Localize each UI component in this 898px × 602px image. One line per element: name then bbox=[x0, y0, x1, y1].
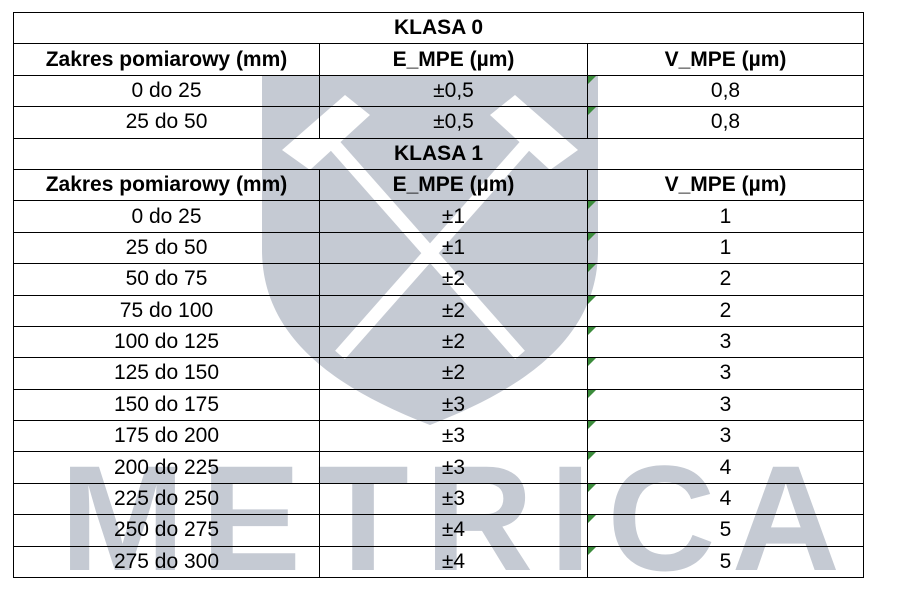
table-row: 0 do 25 ±0,5 0,8 bbox=[13, 74, 865, 108]
v-mpe-cell: 0,8 bbox=[586, 74, 865, 108]
e-mpe-cell: ±4 bbox=[319, 514, 588, 547]
cell-comment-marker-icon bbox=[588, 201, 596, 210]
table-row: 25 do 50 ±1 1 bbox=[13, 231, 865, 265]
v-mpe-value: 3 bbox=[719, 392, 732, 416]
v-mpe-cell: 2 bbox=[586, 294, 865, 327]
range-cell: 0 do 25 bbox=[13, 74, 320, 108]
section-title: KLASA 1 bbox=[12, 137, 865, 170]
range-cell: 25 do 50 bbox=[13, 106, 320, 139]
column-header-row: Zakres pomiarowy (mm) E_MPE (µm) V_MPE (µm… bbox=[13, 168, 865, 202]
v-mpe-cell: 3 bbox=[586, 357, 865, 390]
v-mpe-cell: 1 bbox=[586, 231, 865, 265]
v-mpe-cell: 5 bbox=[586, 514, 865, 547]
cell-comment-marker-icon bbox=[588, 421, 596, 430]
range-cell: 150 do 175 bbox=[13, 388, 320, 422]
spec-table-body: KLASA 0 Zakres pomiarowy (mm) E_MPE (µm) V_… bbox=[12, 11, 865, 579]
e-mpe-cell: ±3 bbox=[319, 388, 588, 422]
table-row: 200 do 225 ±3 4 bbox=[13, 451, 865, 484]
range-cell: 50 do 75 bbox=[13, 263, 320, 296]
v-mpe-value: 0,8 bbox=[710, 110, 741, 134]
range-cell: 100 do 125 bbox=[13, 325, 320, 359]
cell-comment-marker-icon bbox=[588, 76, 596, 84]
e-mpe-cell: ±2 bbox=[319, 357, 588, 390]
cell-comment-marker-icon bbox=[588, 390, 596, 398]
v-mpe-cell: 3 bbox=[586, 388, 865, 422]
range-cell: 225 do 250 bbox=[13, 482, 320, 516]
v-mpe-value: 0,8 bbox=[710, 78, 741, 102]
table-row: 0 do 25 ±1 1 bbox=[13, 200, 865, 233]
table-row: 25 do 50 ±0,5 0,8 bbox=[13, 106, 865, 139]
table-row: 275 do 300 ±4 5 bbox=[13, 545, 865, 579]
range-cell: 75 do 100 bbox=[13, 294, 320, 327]
v-mpe-cell: 5 bbox=[586, 545, 865, 579]
e-mpe-cell: ±3 bbox=[319, 420, 588, 453]
v-mpe-cell: 2 bbox=[586, 263, 865, 296]
v-mpe-value: 1 bbox=[719, 204, 732, 228]
header-range: Zakres pomiarowy (mm) bbox=[13, 43, 320, 76]
v-mpe-cell: 0,8 bbox=[586, 106, 865, 139]
v-mpe-value: 1 bbox=[719, 235, 732, 259]
table-row: 250 do 275 ±4 5 bbox=[13, 514, 865, 547]
section-title-row: KLASA 1 bbox=[12, 137, 865, 170]
range-cell: 275 do 300 bbox=[13, 545, 320, 579]
cell-comment-marker-icon bbox=[588, 452, 596, 461]
v-mpe-value: 2 bbox=[719, 298, 732, 322]
cell-comment-marker-icon bbox=[588, 296, 596, 304]
table-row: 100 do 125 ±2 3 bbox=[13, 325, 865, 359]
v-mpe-cell: 3 bbox=[586, 420, 865, 453]
cell-comment-marker-icon bbox=[588, 547, 596, 555]
e-mpe-cell: ±2 bbox=[319, 263, 588, 296]
table-row: 225 do 250 ±3 4 bbox=[13, 482, 865, 516]
e-mpe-cell: ±0,5 bbox=[319, 74, 588, 108]
e-mpe-cell: ±3 bbox=[319, 451, 588, 484]
section-title-row: KLASA 0 bbox=[12, 11, 865, 45]
range-cell: 200 do 225 bbox=[13, 451, 320, 484]
table-row: 125 do 150 ±2 3 bbox=[13, 357, 865, 390]
table-row: 75 do 100 ±2 2 bbox=[13, 294, 865, 327]
e-mpe-cell: ±3 bbox=[319, 482, 588, 516]
v-mpe-cell: 3 bbox=[586, 325, 865, 359]
v-mpe-value: 3 bbox=[719, 361, 732, 385]
e-mpe-cell: ±2 bbox=[319, 325, 588, 359]
column-header-row: Zakres pomiarowy (mm) E_MPE (µm) V_MPE (µm… bbox=[13, 43, 865, 76]
header-e-mpe: E_MPE (µm) bbox=[319, 43, 588, 76]
v-mpe-value: 4 bbox=[719, 487, 732, 511]
v-mpe-value: 3 bbox=[719, 424, 732, 448]
cell-comment-marker-icon bbox=[588, 358, 596, 367]
range-cell: 250 do 275 bbox=[13, 514, 320, 547]
cell-comment-marker-icon bbox=[588, 264, 596, 273]
e-mpe-cell: ±2 bbox=[319, 294, 588, 327]
header-v-mpe: V_MPE (µm) bbox=[586, 43, 865, 76]
header-e-mpe: E_MPE (µm) bbox=[319, 168, 588, 202]
v-mpe-value: 4 bbox=[719, 455, 732, 479]
e-mpe-cell: ±1 bbox=[319, 200, 588, 233]
header-v-mpe: V_MPE (µm) bbox=[586, 168, 865, 202]
cell-comment-marker-icon bbox=[588, 107, 596, 116]
v-mpe-cell: 4 bbox=[586, 482, 865, 516]
measurement-spec-table: KLASA 0 Zakres pomiarowy (mm) E_MPE (µm) V_… bbox=[12, 11, 865, 579]
table-row: 50 do 75 ±2 2 bbox=[13, 263, 865, 296]
range-cell: 0 do 25 bbox=[13, 200, 320, 233]
section-title: KLASA 0 bbox=[12, 11, 865, 45]
e-mpe-cell: ±1 bbox=[319, 231, 588, 265]
table-row: 150 do 175 ±3 3 bbox=[13, 388, 865, 422]
range-cell: 175 do 200 bbox=[13, 420, 320, 453]
cell-comment-marker-icon bbox=[588, 484, 596, 492]
v-mpe-value: 5 bbox=[719, 518, 732, 542]
v-mpe-value: 3 bbox=[719, 330, 732, 354]
cell-comment-marker-icon bbox=[588, 515, 596, 524]
range-cell: 25 do 50 bbox=[13, 231, 320, 265]
v-mpe-cell: 1 bbox=[586, 200, 865, 233]
cell-comment-marker-icon bbox=[588, 327, 596, 335]
range-cell: 125 do 150 bbox=[13, 357, 320, 390]
e-mpe-cell: ±0,5 bbox=[319, 106, 588, 139]
v-mpe-value: 5 bbox=[719, 549, 732, 573]
header-range: Zakres pomiarowy (mm) bbox=[13, 168, 320, 202]
v-mpe-value: 2 bbox=[719, 267, 732, 291]
cell-comment-marker-icon bbox=[588, 233, 596, 241]
v-mpe-cell: 4 bbox=[586, 451, 865, 484]
table-row: 175 do 200 ±3 3 bbox=[13, 420, 865, 453]
e-mpe-cell: ±4 bbox=[319, 545, 588, 579]
